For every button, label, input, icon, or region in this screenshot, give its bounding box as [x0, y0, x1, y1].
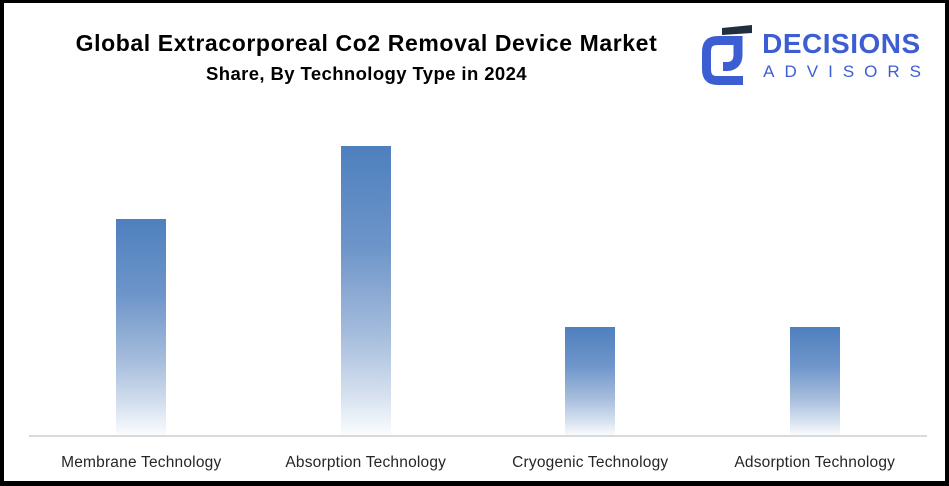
bar-cryogenic-technology — [565, 327, 616, 436]
chart-title: Global Extracorporeal Co2 Removal Device… — [34, 30, 699, 85]
category-label-membrane-technology: Membrane Technology — [61, 454, 222, 471]
category-label-adsorption-technology: Adsorption Technology — [734, 454, 896, 471]
bar-column-adsorption-technology — [703, 110, 928, 436]
chart-title-line1: Global Extracorporeal Co2 Removal Device… — [75, 30, 658, 56]
bar-adsorption-technology — [789, 327, 840, 436]
plot-area — [29, 110, 927, 436]
brand-logo-g-icon — [702, 25, 753, 85]
brand-subname: ADVISORS — [763, 62, 931, 82]
bar-column-absorption-technology — [254, 110, 479, 436]
brand-name: DECISIONS — [762, 28, 921, 59]
bar-membrane-technology — [116, 219, 167, 436]
brand-logo: DECISIONS ADVISORS — [696, 23, 931, 89]
brand-logo-text: DECISIONS ADVISORS — [762, 23, 931, 82]
bars-container — [29, 110, 927, 436]
bar-column-membrane-technology — [29, 110, 254, 436]
chart-title-line2: Share, By Technology Type in 2024 — [206, 63, 527, 85]
bar-absorption-technology — [340, 146, 391, 436]
bar-column-cryogenic-technology — [478, 110, 703, 436]
category-label-absorption-technology: Absorption Technology — [285, 454, 447, 471]
x-axis-line — [29, 435, 927, 437]
category-labels-row: Membrane Technology Absorption Technology… — [29, 454, 927, 472]
category-label-cryogenic-technology: Cryogenic Technology — [512, 454, 669, 471]
